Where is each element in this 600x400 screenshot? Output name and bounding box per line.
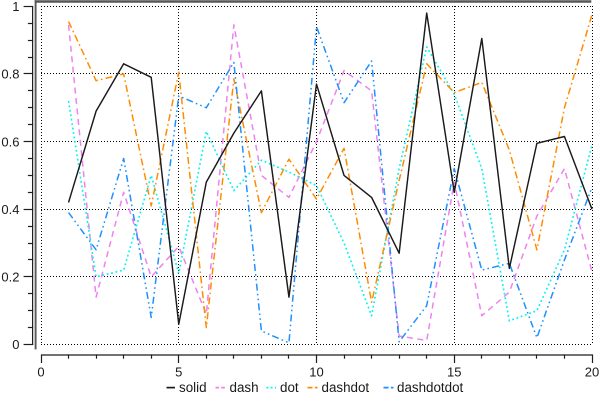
svg-text:solid: solid [179,380,207,395]
svg-text:0.4: 0.4 [1,202,19,217]
svg-text:5: 5 [175,365,182,380]
svg-text:dot: dot [280,380,299,395]
svg-text:20: 20 [585,365,599,380]
svg-text:1: 1 [12,0,19,14]
svg-text:10: 10 [309,365,323,380]
svg-text:0.2: 0.2 [1,270,19,285]
svg-text:15: 15 [447,365,461,380]
svg-text:0.6: 0.6 [1,134,19,149]
svg-text:dash: dash [230,380,259,395]
svg-text:0: 0 [12,337,19,352]
svg-text:0: 0 [37,365,44,380]
svg-text:dashdotdot: dashdotdot [397,380,464,395]
svg-text:0.8: 0.8 [1,67,19,82]
svg-text:dashdot: dashdot [322,380,370,395]
